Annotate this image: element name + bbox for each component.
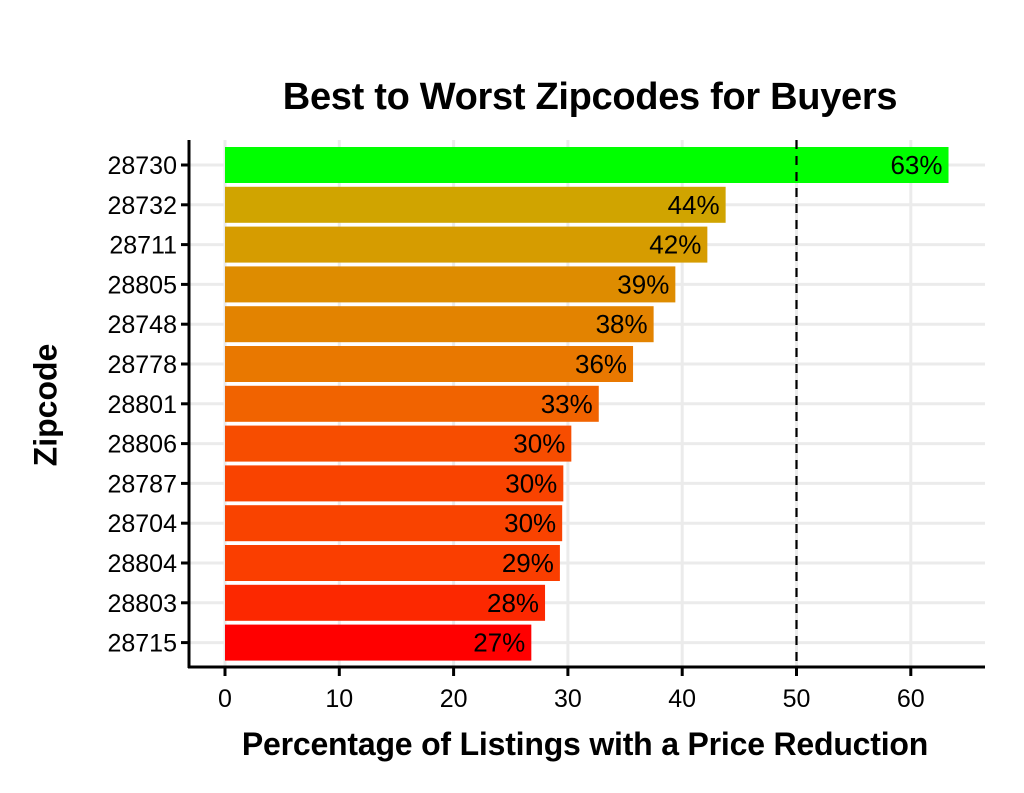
y-tick-label: 28704 — [107, 510, 177, 538]
y-tick-label: 28787 — [107, 470, 177, 498]
bar-value-label: 38% — [596, 309, 648, 339]
bar-value-label: 30% — [505, 468, 557, 498]
x-tick-label: 20 — [440, 685, 468, 713]
bar-value-label: 33% — [541, 389, 593, 419]
bar-value-label: 29% — [502, 548, 554, 578]
bar — [225, 266, 676, 303]
bar-value-label: 44% — [668, 190, 720, 220]
y-tick-label: 28732 — [107, 192, 177, 220]
bar — [225, 545, 560, 581]
y-tick-label: 28806 — [107, 431, 177, 459]
y-tick-label: 28711 — [109, 232, 177, 260]
bar — [225, 346, 634, 382]
bar — [225, 465, 564, 502]
x-tick-label: 50 — [783, 685, 811, 713]
bar — [225, 186, 726, 223]
y-tick-label: 28804 — [107, 550, 177, 578]
x-tick-label: 40 — [668, 685, 696, 713]
y-tick-label: 28801 — [107, 391, 177, 419]
bar — [225, 505, 563, 542]
y-tick-label: 28803 — [107, 590, 177, 618]
y-tick-label: 28730 — [107, 152, 177, 180]
bar — [225, 226, 708, 263]
y-tick-label: 28715 — [107, 630, 177, 658]
bar-value-label: 63% — [890, 150, 942, 180]
y-tick-label: 28805 — [107, 271, 177, 299]
bar — [225, 584, 546, 621]
bar-value-label: 42% — [649, 230, 701, 260]
bar-value-label: 28% — [487, 588, 539, 618]
x-tick-label: 60 — [897, 685, 925, 713]
x-tick-label: 0 — [218, 685, 232, 713]
x-tick-label: 10 — [325, 685, 353, 713]
bar-value-label: 27% — [473, 628, 525, 658]
bar — [225, 385, 599, 422]
bar — [225, 306, 654, 343]
x-axis-label: Percentage of Listings with a Price Redu… — [241, 726, 929, 762]
bar-value-label: 39% — [617, 269, 669, 299]
bar-value-label: 30% — [504, 508, 556, 538]
bar-value-label: 30% — [513, 429, 565, 459]
bar-value-label: 36% — [575, 349, 627, 379]
chart-title: Best to Worst Zipcodes for Buyers — [282, 76, 898, 118]
y-tick-label: 28748 — [107, 311, 177, 339]
y-tick-label: 28778 — [107, 351, 177, 379]
x-tick-label: 30 — [554, 685, 582, 713]
bar — [225, 624, 532, 661]
bar — [225, 425, 572, 462]
bar — [225, 147, 949, 183]
